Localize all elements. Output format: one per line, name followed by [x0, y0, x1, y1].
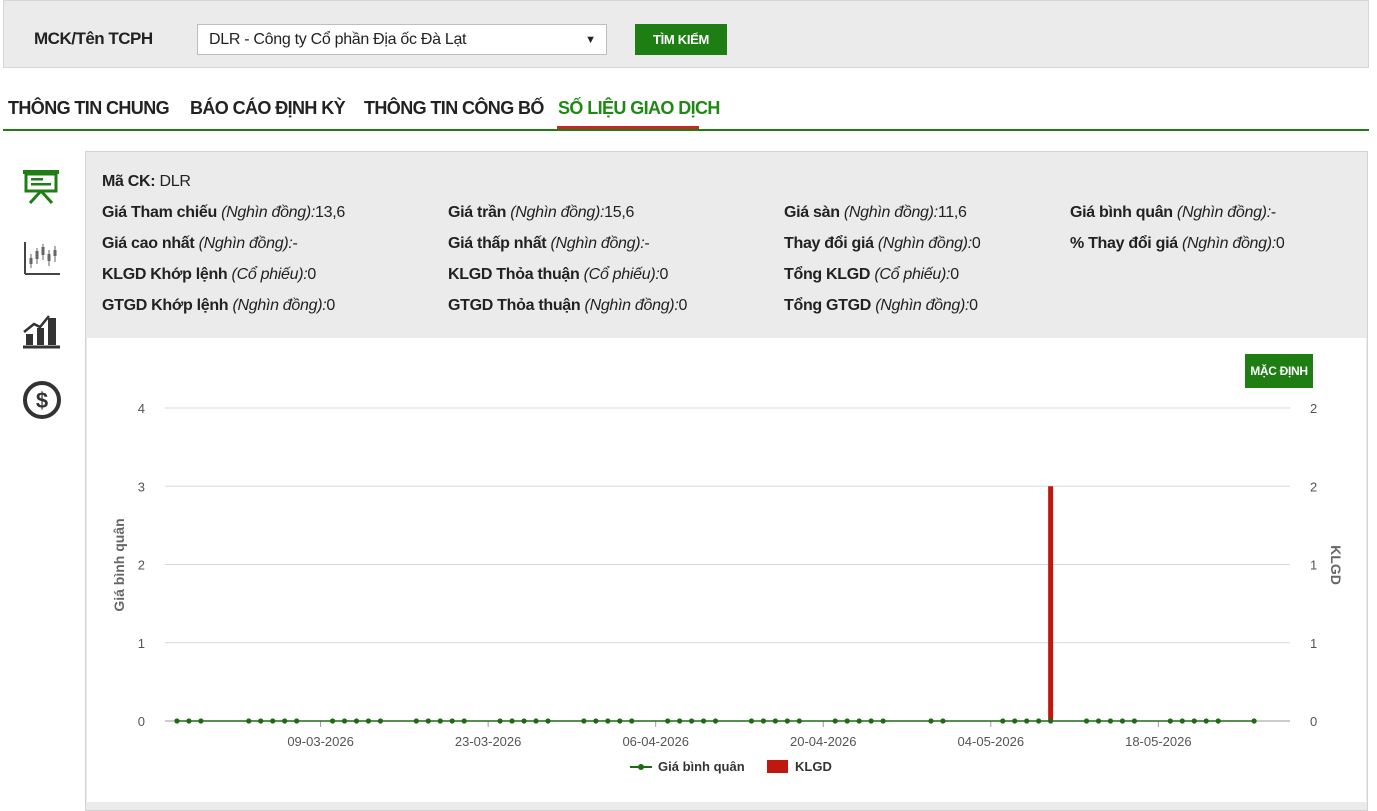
tab-periodic-reports[interactable]: BÁO CÁO ĐỊNH KỲ [190, 98, 346, 118]
low-price: Giá thấp nhất (Nghìn đồng):- [448, 235, 650, 252]
negotiated-volume: KLGD Thỏa thuận (Cổ phiếu):0 [448, 266, 669, 283]
ref-price: Giá Tham chiếu (Nghìn đồng):13,6 [102, 204, 345, 221]
matched-volume: KLGD Khớp lệnh (Cổ phiếu):0 [102, 266, 317, 283]
price-change: Thay đổi giá (Nghìn đồng):0 [784, 235, 981, 252]
ticker-label: Mã CK: [102, 173, 156, 190]
search-label: MCK/Tên TCPH [34, 29, 153, 48]
ticker-value: DLR [159, 173, 191, 190]
floor-price: Giá sàn (Nghìn đồng):11,6 [784, 204, 967, 221]
growth-chart-icon[interactable] [22, 310, 62, 350]
dollar-icon[interactable]: $ [22, 380, 62, 420]
candlestick-chart-icon[interactable] [22, 238, 62, 278]
company-select[interactable]: DLR - Công ty Cổ phần Địa ốc Đà Lạt ▼ [197, 24, 607, 55]
high-price: Giá cao nhất (Nghìn đồng):- [102, 235, 298, 252]
search-bar: MCK/Tên TCPH DLR - Công ty Cổ phần Địa ố… [3, 0, 1369, 68]
chevron-down-icon: ▼ [585, 34, 596, 46]
ceiling-price: Giá trần (Nghìn đồng):15,6 [448, 204, 635, 221]
tab-general-info[interactable]: THÔNG TIN CHUNG [8, 98, 170, 118]
svg-text:$: $ [36, 388, 48, 413]
total-volume: Tổng KLGD (Cổ phiếu):0 [784, 266, 959, 283]
total-value: Tổng GTGD (Nghìn đồng):0 [784, 297, 978, 314]
chart-container [87, 338, 1366, 802]
tab-disclosures[interactable]: THÔNG TIN CÔNG BỐ [364, 98, 544, 118]
negotiated-value: GTGD Thỏa thuận (Nghìn đồng):0 [448, 297, 688, 314]
active-tab-indicator [557, 126, 699, 129]
company-select-value: DLR - Công ty Cổ phần Địa ốc Đà Lạt [209, 31, 467, 48]
tab-bar: THÔNG TIN CHUNG BÁO CÁO ĐỊNH KỲ THÔNG TI… [3, 86, 1369, 131]
price-change-pct: % Thay đổi giá (Nghìn đồng):0 [1070, 235, 1285, 252]
search-button[interactable]: TÌM KIẾM [635, 24, 727, 55]
tab-trading-data[interactable]: SỐ LIỆU GIAO DỊCH [558, 98, 720, 118]
avg-price: Giá bình quân (Nghìn đồng):- [1070, 204, 1276, 221]
matched-value: GTGD Khớp lệnh (Nghìn đồng):0 [102, 297, 335, 314]
ticker-info: Mã CK: DLR [102, 173, 191, 191]
default-view-button[interactable]: MẶC ĐỊNH [1245, 354, 1313, 388]
presentation-icon[interactable] [22, 165, 62, 205]
